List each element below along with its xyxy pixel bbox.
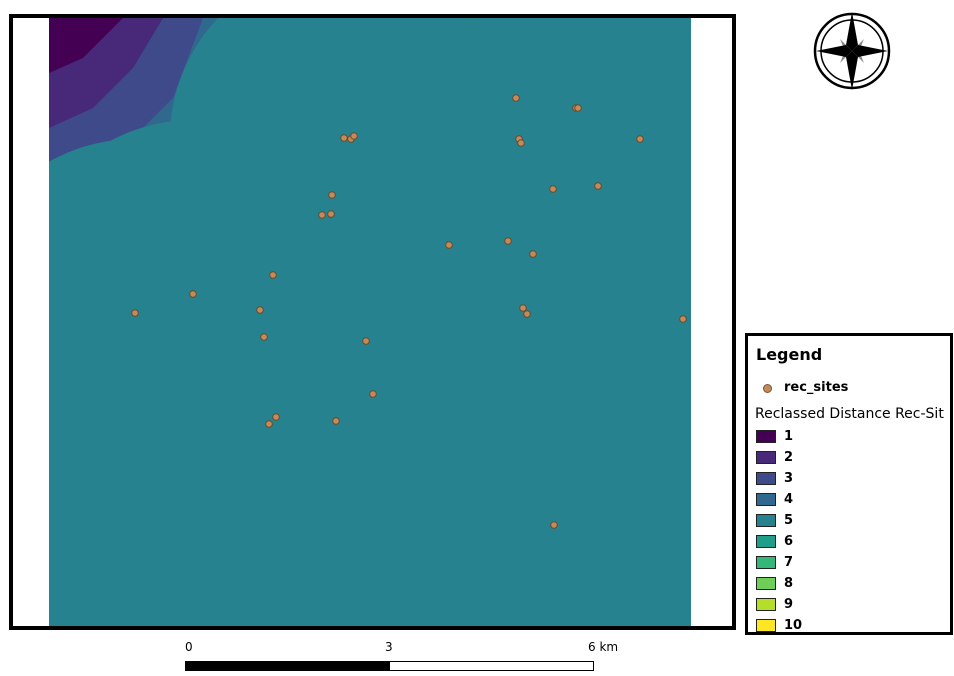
raster-layer <box>49 18 691 626</box>
rec-site-point[interactable] <box>256 306 264 314</box>
legend-class-label: 2 <box>784 450 794 465</box>
rec-site-point[interactable] <box>189 290 197 298</box>
scale-bar-black-segment <box>185 661 389 671</box>
rec-site-point[interactable] <box>362 337 370 345</box>
rec-site-point[interactable] <box>272 413 280 421</box>
rec-site-point[interactable] <box>550 521 558 529</box>
rec-site-point[interactable] <box>636 135 644 143</box>
legend-raster-title: Reclassed Distance Rec-Sit <box>755 406 944 422</box>
scale-label-0: 0 <box>185 640 193 654</box>
legend-swatch <box>756 514 776 527</box>
legend-swatch <box>756 535 776 548</box>
rec-site-point[interactable] <box>318 211 326 219</box>
scale-bar: 0 3 6 km <box>185 640 618 672</box>
rec-site-point[interactable] <box>332 417 340 425</box>
legend-swatch <box>756 430 776 443</box>
legend-swatch <box>756 556 776 569</box>
rec-site-point[interactable] <box>350 132 358 140</box>
rec-site-point[interactable] <box>260 333 268 341</box>
rec-site-point[interactable] <box>328 191 336 199</box>
raster-zone <box>49 18 123 73</box>
rec-site-point[interactable] <box>594 182 602 190</box>
rec-site-point[interactable] <box>679 315 687 323</box>
legend-class-label: 1 <box>784 429 794 444</box>
rec-site-point[interactable] <box>574 104 582 112</box>
rec-site-point[interactable] <box>517 139 525 147</box>
legend-class-label: 3 <box>784 471 794 486</box>
legend-swatch <box>756 619 776 632</box>
legend-swatch <box>756 451 776 464</box>
legend-class-label: 8 <box>784 576 794 591</box>
rec-site-point[interactable] <box>269 271 277 279</box>
point-symbol-icon <box>763 384 772 393</box>
rec-site-point[interactable] <box>340 134 348 142</box>
rec-site-point[interactable] <box>529 250 537 258</box>
map-legend: Legend rec_sites Reclassed Distance Rec-… <box>745 333 953 635</box>
scale-label-3: 3 <box>385 640 393 654</box>
rec-site-point[interactable] <box>327 210 335 218</box>
compass-rose-icon <box>813 12 891 90</box>
legend-class-label: 4 <box>784 492 794 507</box>
rec-sites-layer <box>131 94 687 529</box>
rec-site-point[interactable] <box>519 304 527 312</box>
legend-class-label: 6 <box>784 534 794 549</box>
legend-class-label: 7 <box>784 555 794 570</box>
scale-label-6km: 6 km <box>588 640 619 654</box>
legend-swatch <box>756 493 776 506</box>
legend-swatch <box>756 577 776 590</box>
legend-swatch <box>756 472 776 485</box>
rec-site-point[interactable] <box>523 310 531 318</box>
rec-site-point[interactable] <box>549 185 557 193</box>
rec-site-point[interactable] <box>265 420 273 428</box>
rec-site-point[interactable] <box>131 309 139 317</box>
legend-class-label: 5 <box>784 513 794 528</box>
distance-raster-map[interactable] <box>13 18 732 626</box>
legend-class-label: 9 <box>784 597 794 612</box>
rec-site-point[interactable] <box>512 94 520 102</box>
legend-class-label: 10 <box>784 618 803 633</box>
scale-bar-white-segment <box>389 661 594 671</box>
map-frame <box>9 14 736 630</box>
rec-site-point[interactable] <box>504 237 512 245</box>
legend-title: Legend <box>756 345 823 364</box>
rec-site-point[interactable] <box>369 390 377 398</box>
distance-class-5 <box>49 18 691 626</box>
legend-swatch <box>756 598 776 611</box>
distance-ring <box>380 351 691 626</box>
legend-item-label: rec_sites <box>784 380 849 395</box>
rec-site-point[interactable] <box>445 241 453 249</box>
